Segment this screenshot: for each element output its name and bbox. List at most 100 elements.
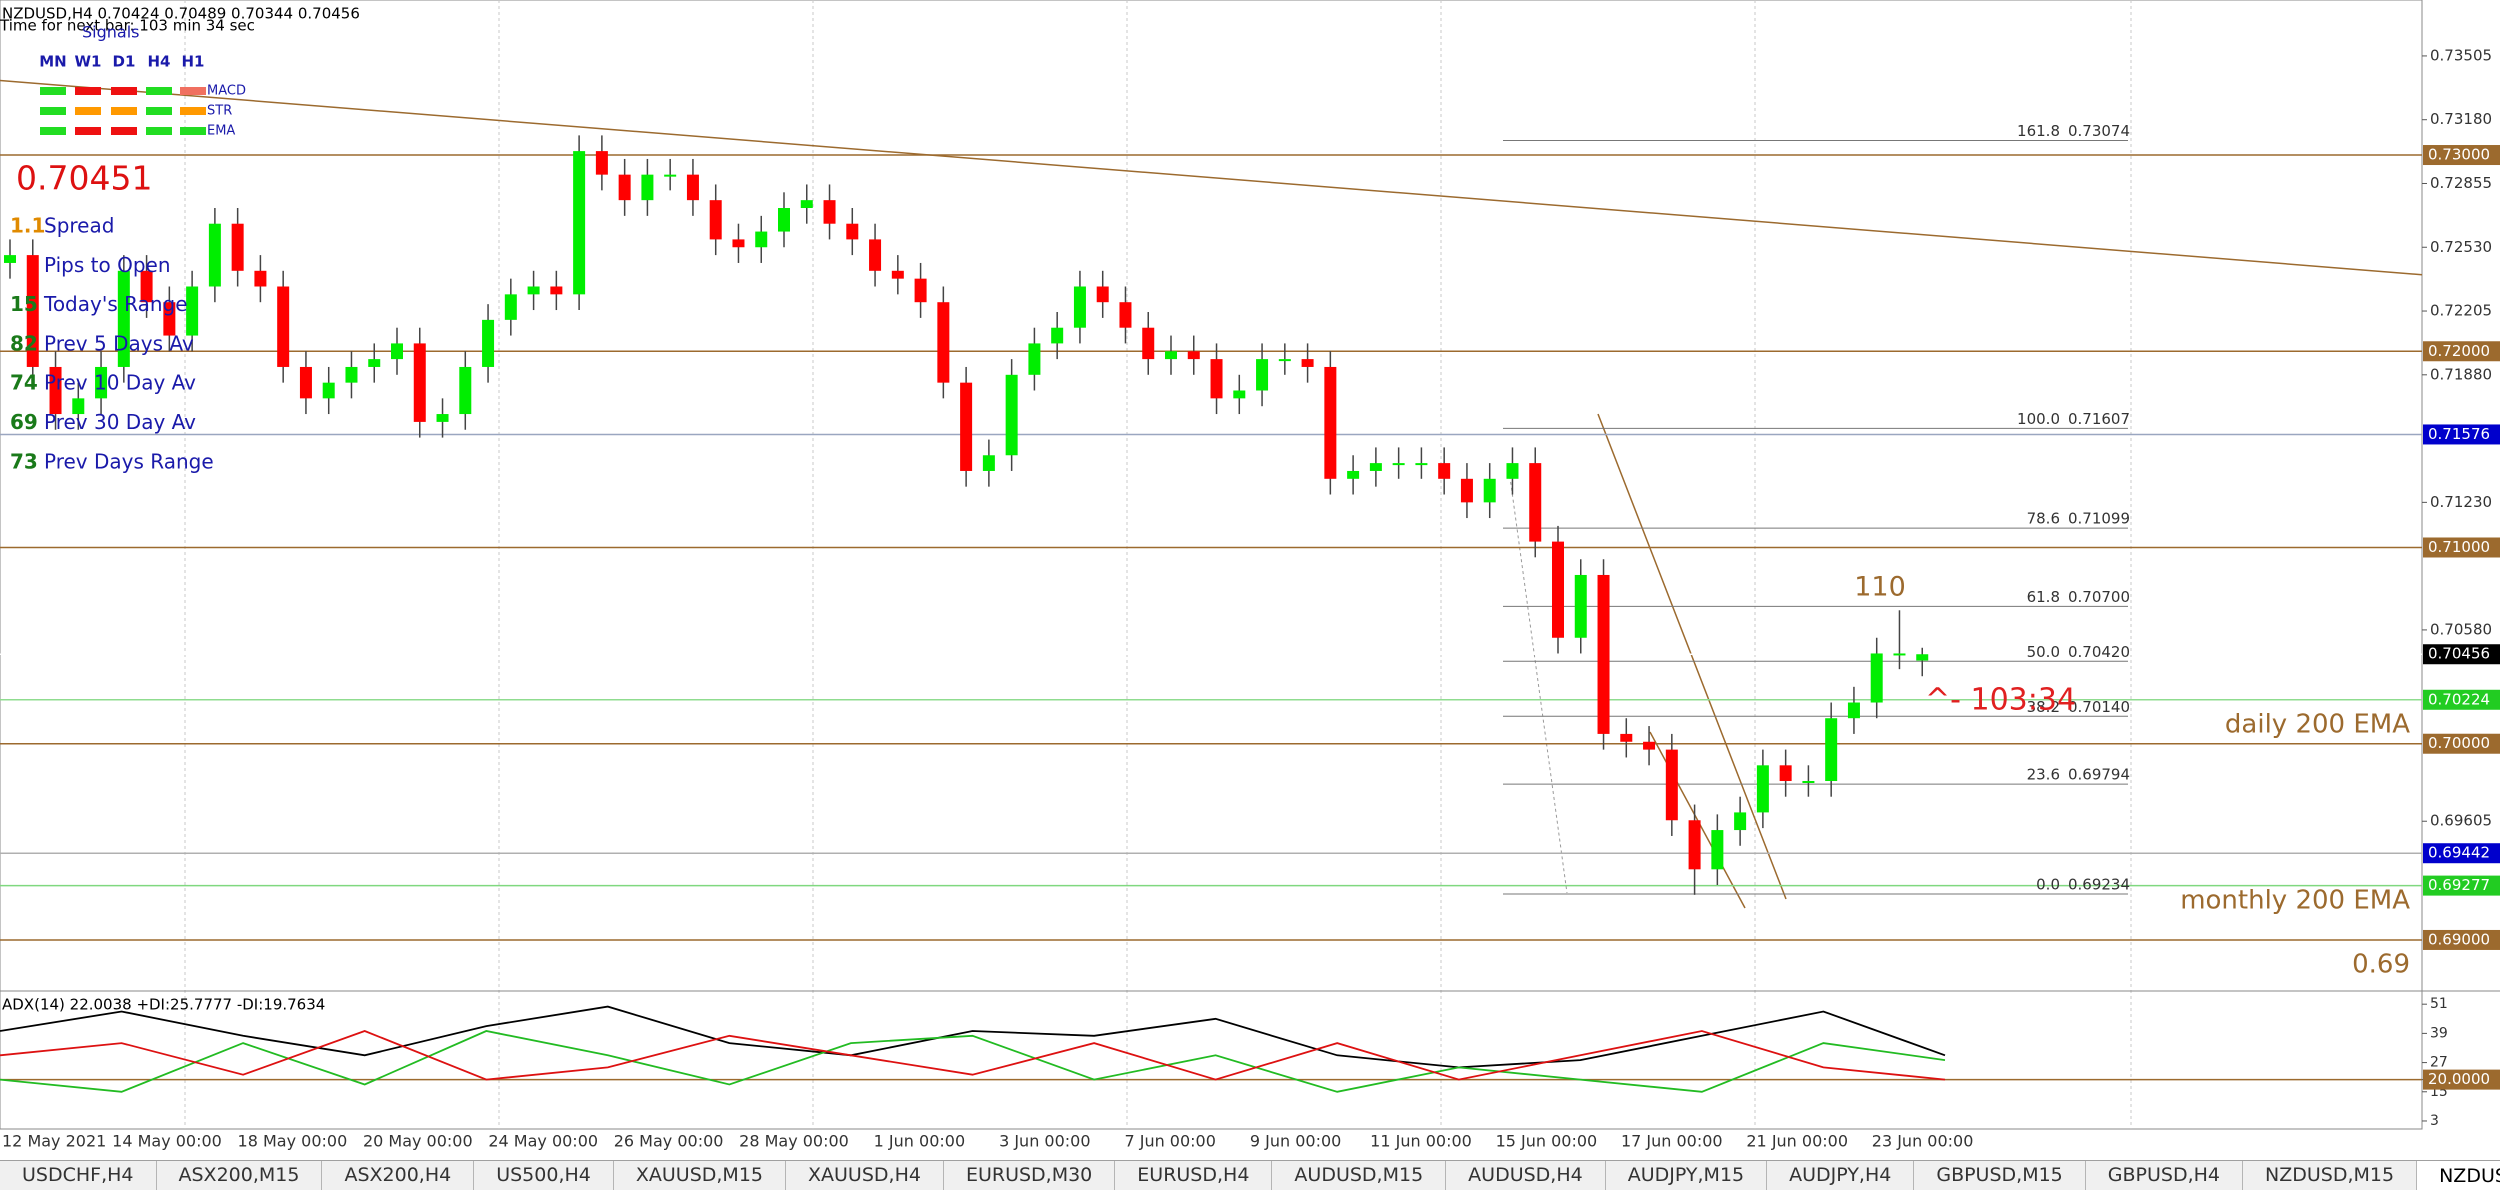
- info-price: 0.70451: [16, 159, 152, 198]
- candle-body: [550, 286, 563, 295]
- fib-price: 0.71607: [2068, 410, 2130, 428]
- signal-dash: [75, 87, 101, 95]
- fib-price: 0.70420: [2068, 643, 2130, 661]
- chart-tab[interactable]: US500,H4: [474, 1161, 614, 1190]
- chart-tab[interactable]: EURUSD,M30: [944, 1161, 1116, 1190]
- candle-body: [1119, 302, 1132, 328]
- plot-frame: [0, 0, 2423, 1130]
- price-level-label: 0.69277: [2428, 876, 2490, 894]
- y-tick-label: 0.71880: [2430, 365, 2492, 383]
- y-tick-label: 0.73180: [2430, 110, 2492, 128]
- candle-body: [1506, 463, 1519, 479]
- x-tick-label: 11 Jun 00:00: [1370, 1132, 1472, 1151]
- x-tick-label: 20 May 00:00: [363, 1132, 473, 1151]
- candle-body: [846, 223, 859, 240]
- candle-body: [595, 151, 608, 175]
- candle-body: [1347, 470, 1360, 479]
- candle-body: [72, 398, 85, 415]
- candle-body: [49, 366, 62, 415]
- candle-body: [277, 286, 290, 367]
- y-tick-label: 0.70580: [2430, 620, 2492, 638]
- signal-dash: [111, 107, 137, 115]
- y-tick-label: 0.71230: [2430, 493, 2492, 511]
- price-level-box: [2423, 843, 2500, 864]
- chart-tab[interactable]: AUDUSD,H4: [1446, 1161, 1606, 1190]
- candle-body: [1165, 351, 1177, 360]
- price-level-box: [2423, 424, 2500, 445]
- signal-column: H4: [148, 53, 171, 71]
- candle-body: [982, 455, 995, 471]
- chart-tab[interactable]: NZDUSD,H4: [2417, 1161, 2500, 1190]
- y-tick-label: 0.72530: [2430, 238, 2492, 256]
- signal-dash: [146, 87, 172, 95]
- chart-tab[interactable]: ASX200,H4: [322, 1161, 475, 1190]
- x-tick-label: 3 Jun 00:00: [999, 1132, 1090, 1151]
- candle-body: [1142, 327, 1155, 360]
- info-value: 69: [10, 410, 38, 434]
- indicator-line: [0, 1030, 1946, 1081]
- info-value: 15: [10, 292, 38, 316]
- x-tick-label: 17 Jun 00:00: [1621, 1132, 1723, 1151]
- y-tick-label: 0.73505: [2430, 46, 2492, 64]
- candle-body: [1825, 718, 1838, 782]
- signal-dash: [75, 127, 101, 135]
- bar-timer: Time for next bar: 103 min 34 sec: [0, 17, 255, 35]
- info-value: 82: [10, 331, 38, 355]
- indicator-title: ADX(14) 22.0038 +DI:25.7777 -DI:19.7634: [2, 996, 325, 1014]
- candle-body: [391, 343, 403, 360]
- trendline: [0, 79, 2423, 276]
- annotation: ^- 103:34: [1925, 683, 2076, 718]
- chart-tab[interactable]: ASX200,M15: [157, 1161, 323, 1190]
- fib-level: 23.6: [2027, 766, 2060, 784]
- chart-tab[interactable]: GBPUSD,M15: [1914, 1161, 2086, 1190]
- fib-level: 161.8: [2017, 122, 2060, 140]
- sub-y-tick-label: 27: [2430, 1055, 2448, 1071]
- chart-tab[interactable]: EURUSD,H4: [1115, 1161, 1273, 1190]
- signal-dash: [40, 107, 66, 115]
- chart-tab[interactable]: AUDJPY,M15: [1606, 1161, 1768, 1190]
- signal-dash: [111, 127, 137, 135]
- candle-body: [1665, 749, 1678, 821]
- candle-body: [1643, 741, 1656, 750]
- price-level-label: 0.69000: [2428, 930, 2490, 948]
- chart-tab[interactable]: AUDUSD,M15: [1272, 1161, 1447, 1190]
- candle-body: [231, 223, 244, 271]
- chart-tab[interactable]: USDCHF,H4: [0, 1161, 157, 1190]
- chart-tab[interactable]: GBPUSD,H4: [2086, 1161, 2244, 1190]
- candle-body: [1415, 463, 1428, 466]
- x-tick-label: 23 Jun 00:00: [1872, 1132, 1974, 1151]
- indicator-level-label: 20.0000: [2428, 1070, 2490, 1088]
- candle-body: [1073, 286, 1086, 328]
- candle-body: [1620, 733, 1633, 742]
- candle-body: [641, 174, 654, 201]
- candle-body: [1779, 765, 1792, 782]
- signal-name: EMA: [207, 124, 235, 139]
- annotation: daily 200 EMA: [2225, 710, 2410, 740]
- candle-body: [504, 294, 517, 320]
- candle-body: [1210, 359, 1223, 399]
- signal-column: D1: [113, 53, 136, 71]
- info-label: Prev 10 Day Av: [44, 371, 196, 395]
- signal-dash: [40, 87, 66, 95]
- chart-tab[interactable]: XAUUSD,H4: [786, 1161, 944, 1190]
- price-level-box: [2423, 145, 2500, 166]
- chart-tab[interactable]: AUDJPY,H4: [1767, 1161, 1915, 1190]
- price-level-box: [2423, 875, 2500, 896]
- fib-level: 50.0: [2027, 643, 2060, 661]
- x-tick-label: 18 May 00:00: [238, 1132, 348, 1151]
- price-level-label: 0.69442: [2428, 844, 2490, 862]
- chart-tab[interactable]: XAUUSD,M15: [614, 1161, 787, 1190]
- candle-body: [1574, 574, 1587, 638]
- signal-dash: [180, 127, 206, 135]
- sub-y-tick-label: 39: [2430, 1025, 2448, 1041]
- y-tick-label: 0.72205: [2430, 302, 2492, 320]
- signal-dash: [40, 127, 66, 135]
- candle-body: [1369, 463, 1382, 471]
- price-level-label: 0.70000: [2428, 734, 2490, 752]
- chart-tab[interactable]: NZDUSD,M15: [2243, 1161, 2418, 1190]
- candle-body: [254, 270, 267, 287]
- price-level-label: 0.71576: [2428, 425, 2490, 443]
- fib-price: 0.69234: [2068, 876, 2130, 894]
- candle-body: [664, 174, 677, 177]
- x-tick-label: 15 Jun 00:00: [1496, 1132, 1598, 1151]
